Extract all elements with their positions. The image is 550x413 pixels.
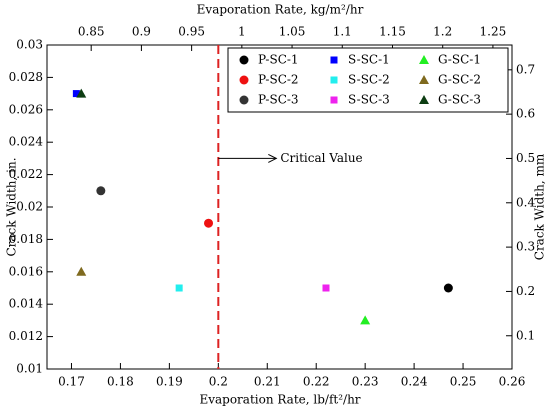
legend-marker <box>330 76 338 84</box>
legend-marker <box>239 55 249 65</box>
x2-tick-label: 1.25 <box>480 25 507 39</box>
legend-marker <box>419 75 429 84</box>
y2-tick-label: 0.4 <box>516 195 535 209</box>
legend-marker <box>419 95 429 104</box>
y-tick-label: 0.03 <box>16 38 43 52</box>
y-tick-label: 0.022 <box>9 167 43 181</box>
x-tick-label: 0.26 <box>499 375 526 389</box>
point <box>76 88 87 98</box>
y2-tick-label: 0.1 <box>516 328 535 342</box>
legend-label: S-SC-1 <box>348 53 390 67</box>
x-tick-label: 0.17 <box>58 375 85 389</box>
legend-label: P-SC-1 <box>258 53 299 67</box>
legend-label: S-SC-3 <box>348 93 390 107</box>
annotation-arrowhead <box>268 153 278 163</box>
x2-tick-label: 1.2 <box>433 25 452 39</box>
y-tick-label: 0.016 <box>9 264 43 278</box>
y2-tick-label: 0.5 <box>516 151 535 165</box>
x2-tick-label: 1.15 <box>379 25 406 39</box>
y-axis-label: Crack Width, in. <box>5 157 19 256</box>
y-tick-label: 0.012 <box>9 329 43 343</box>
x2-axis-label: Evaporation Rate, kg/m²/hr <box>197 3 364 17</box>
y2-axis-label: Crack Width, mm <box>533 153 547 260</box>
x2-tick-label: 1.1 <box>333 25 352 39</box>
x-tick-label: 0.21 <box>254 375 281 389</box>
y2-tick-label: 0.6 <box>516 107 535 121</box>
point <box>175 284 183 292</box>
y2-tick-label: 0.3 <box>516 240 535 254</box>
x2-tick-label: 1 <box>238 25 246 39</box>
x-tick-label: 0.19 <box>156 375 183 389</box>
point <box>360 315 371 325</box>
legend-marker <box>330 96 338 104</box>
legend-label: G-SC-1 <box>438 53 481 67</box>
y-tick-label: 0.02 <box>16 200 43 214</box>
legend-label: P-SC-2 <box>258 73 299 87</box>
legend-marker <box>330 56 338 64</box>
legend-label: G-SC-2 <box>438 73 481 87</box>
y-tick-label: 0.018 <box>9 232 43 246</box>
x-axis-label: Evaporation Rate, lb/ft²/hr <box>199 393 360 407</box>
x2-tick-label: 1.05 <box>279 25 306 39</box>
y-tick-label: 0.014 <box>9 297 44 311</box>
y2-tick-label: 0.7 <box>516 62 535 76</box>
x2-tick-label: 0.95 <box>178 25 205 39</box>
legend-marker <box>239 95 249 105</box>
point <box>204 218 214 228</box>
y-tick-label: 0.01 <box>16 362 43 376</box>
legend-label: P-SC-3 <box>258 93 299 107</box>
y-tick-label: 0.028 <box>9 70 43 84</box>
y-tick-label: 0.026 <box>9 102 43 116</box>
legend-marker <box>239 75 249 85</box>
legend-label: S-SC-2 <box>348 73 390 87</box>
y2-tick-label: 0.2 <box>516 284 535 298</box>
x-tick-label: 0.22 <box>303 375 330 389</box>
point <box>96 186 106 196</box>
x2-tick-label: 0.85 <box>78 25 105 39</box>
x-tick-label: 0.23 <box>352 375 379 389</box>
point <box>72 90 80 98</box>
x2-tick-label: 0.9 <box>132 25 151 39</box>
legend-marker <box>419 55 429 64</box>
x-tick-label: 0.25 <box>450 375 477 389</box>
legend-box <box>227 47 509 113</box>
point <box>322 284 330 292</box>
x-tick-label: 0.24 <box>401 375 428 389</box>
point <box>76 266 87 276</box>
annotation-text: Critical Value <box>280 151 362 165</box>
point <box>443 283 453 293</box>
x-tick-label: 0.18 <box>107 375 134 389</box>
y-tick-label: 0.024 <box>9 135 44 149</box>
x-tick-label: 0.2 <box>209 375 228 389</box>
legend-label: G-SC-3 <box>438 93 481 107</box>
